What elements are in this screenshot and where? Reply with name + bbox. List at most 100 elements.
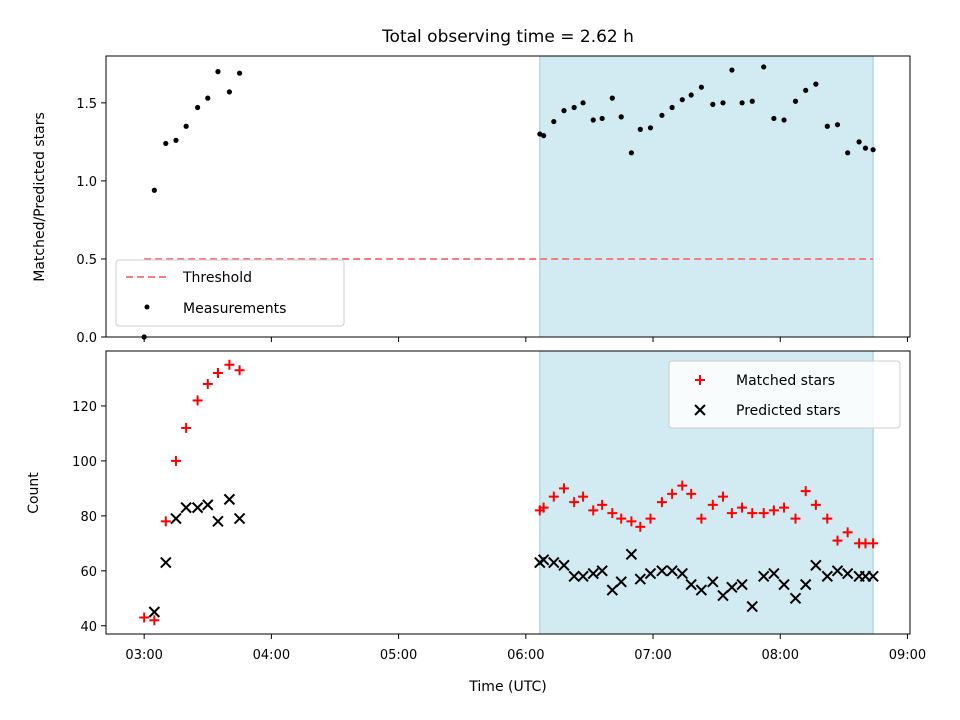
measurements-point bbox=[688, 92, 694, 98]
matched-stars-point bbox=[656, 497, 667, 508]
matched-stars-point bbox=[758, 508, 769, 519]
predicted-stars-point bbox=[148, 606, 161, 618]
predicted-stars-point bbox=[596, 565, 608, 577]
measurements-point bbox=[226, 89, 232, 95]
measurements-point bbox=[698, 84, 704, 90]
predicted-stars-point bbox=[707, 576, 719, 588]
y-tick-label: 100 bbox=[72, 455, 97, 470]
measurements-point bbox=[163, 140, 169, 147]
measurements-point bbox=[761, 64, 767, 70]
matched-stars-point bbox=[768, 505, 779, 516]
measurements-point bbox=[669, 104, 675, 111]
top-panel-y-label: Matched/Predicted stars bbox=[32, 112, 48, 282]
measurements-point bbox=[215, 69, 221, 75]
matched-stars-point bbox=[686, 488, 697, 499]
predicted-stars-point bbox=[644, 567, 657, 580]
matched-stars-point bbox=[842, 527, 853, 538]
matched-stars-point bbox=[868, 538, 879, 549]
measurements-point bbox=[637, 126, 643, 132]
matched-stars-point bbox=[202, 378, 213, 389]
predicted-stars-point bbox=[606, 584, 619, 596]
matched-stars-point bbox=[677, 480, 688, 491]
matched-stars-point bbox=[626, 516, 637, 527]
predicted-stars-point bbox=[867, 570, 879, 583]
predicted-stars-point bbox=[160, 556, 172, 569]
matched-stars-point bbox=[717, 491, 728, 502]
matched-stars-point bbox=[597, 499, 608, 510]
measurements-point bbox=[580, 100, 586, 106]
matched-stars-point bbox=[224, 359, 235, 370]
measurements-point bbox=[151, 187, 157, 193]
predicted-stars-point bbox=[587, 567, 599, 580]
matched-stars-point bbox=[635, 521, 646, 532]
predicted-stars-point bbox=[810, 559, 822, 572]
measurements-point bbox=[710, 101, 716, 107]
predicted-stars-point bbox=[695, 584, 708, 596]
predicted-stars-point bbox=[841, 567, 854, 580]
x-tick-label: 04:00 bbox=[253, 648, 290, 663]
matched-stars-point bbox=[822, 513, 833, 524]
measurements-point bbox=[659, 112, 665, 118]
predicted-stars-point bbox=[577, 570, 589, 583]
predicted-stars-point bbox=[676, 567, 688, 580]
top-panel-marks bbox=[141, 64, 876, 340]
matched-stars-point bbox=[139, 612, 150, 623]
measurements-point bbox=[541, 133, 547, 139]
measurements-point bbox=[551, 118, 557, 125]
bottom-panel: 40 60 80 100 120 03:00 04:00 05:00 06:00 07:00 08… bbox=[26, 350, 926, 695]
predicted-stars-point bbox=[666, 565, 678, 577]
measurements-point bbox=[628, 150, 634, 156]
bottom-panel-legend: Matched stars Predicted stars bbox=[668, 360, 901, 429]
predicted-stars-point bbox=[717, 589, 729, 602]
x-tick-label: 05:00 bbox=[380, 648, 417, 663]
matched-stars-point bbox=[790, 513, 801, 524]
measurements-point bbox=[183, 123, 189, 129]
measurements-point bbox=[679, 97, 685, 103]
predicted-stars-point bbox=[685, 578, 697, 591]
measurements-point bbox=[771, 115, 777, 122]
matched-stars-point bbox=[538, 502, 549, 513]
measurements-point bbox=[856, 139, 862, 145]
measurements-point bbox=[845, 150, 851, 156]
measurements-point bbox=[834, 122, 841, 128]
predicted-stars-point bbox=[656, 565, 668, 577]
measurements-point bbox=[609, 95, 615, 101]
predicted-stars-point bbox=[568, 570, 580, 583]
predicted-stars-point bbox=[789, 592, 802, 604]
predicted-stars-point bbox=[634, 573, 647, 585]
matched-stars-point bbox=[645, 513, 656, 524]
y-tick-label: 0.5 bbox=[76, 253, 97, 268]
measurements-point bbox=[803, 87, 809, 93]
measurements-point bbox=[590, 117, 596, 123]
top-panel-frame bbox=[105, 55, 911, 338]
top-panel: 0.0 0.5 1.0 1.5 Matched/Predicted stars Thr… bbox=[32, 55, 911, 346]
y-tick-label: 60 bbox=[80, 565, 97, 580]
legend-measurements-label: Measurements bbox=[183, 301, 286, 317]
predicted-stars-point bbox=[625, 548, 638, 561]
matched-stars-point bbox=[548, 491, 559, 502]
matched-stars-point bbox=[558, 483, 569, 494]
y-tick-label: 80 bbox=[80, 510, 97, 525]
matched-stars-point bbox=[800, 486, 811, 497]
legend-box bbox=[115, 259, 345, 327]
predicted-stars-point bbox=[548, 556, 560, 569]
y-tick-label: 120 bbox=[72, 400, 97, 415]
measurements-point bbox=[571, 104, 577, 111]
legend-box bbox=[668, 360, 901, 429]
matched-stars-point bbox=[696, 513, 707, 524]
measurements-point bbox=[720, 100, 726, 106]
predicted-stars-point bbox=[799, 578, 812, 591]
x-tick-label: 03:00 bbox=[125, 648, 162, 663]
predicted-stars-point bbox=[831, 565, 844, 577]
predicted-stars-point bbox=[180, 501, 192, 514]
y-tick-label: 40 bbox=[80, 620, 97, 635]
measurements-point bbox=[561, 108, 567, 114]
matched-stars-point bbox=[707, 499, 718, 510]
x-tick-label: 09:00 bbox=[889, 648, 926, 663]
measurements-point bbox=[205, 95, 211, 101]
predicted-stars-point bbox=[212, 515, 224, 528]
predicted-stars-point bbox=[191, 501, 204, 514]
measurements-point bbox=[870, 147, 876, 153]
matched-stars-point bbox=[726, 508, 737, 519]
